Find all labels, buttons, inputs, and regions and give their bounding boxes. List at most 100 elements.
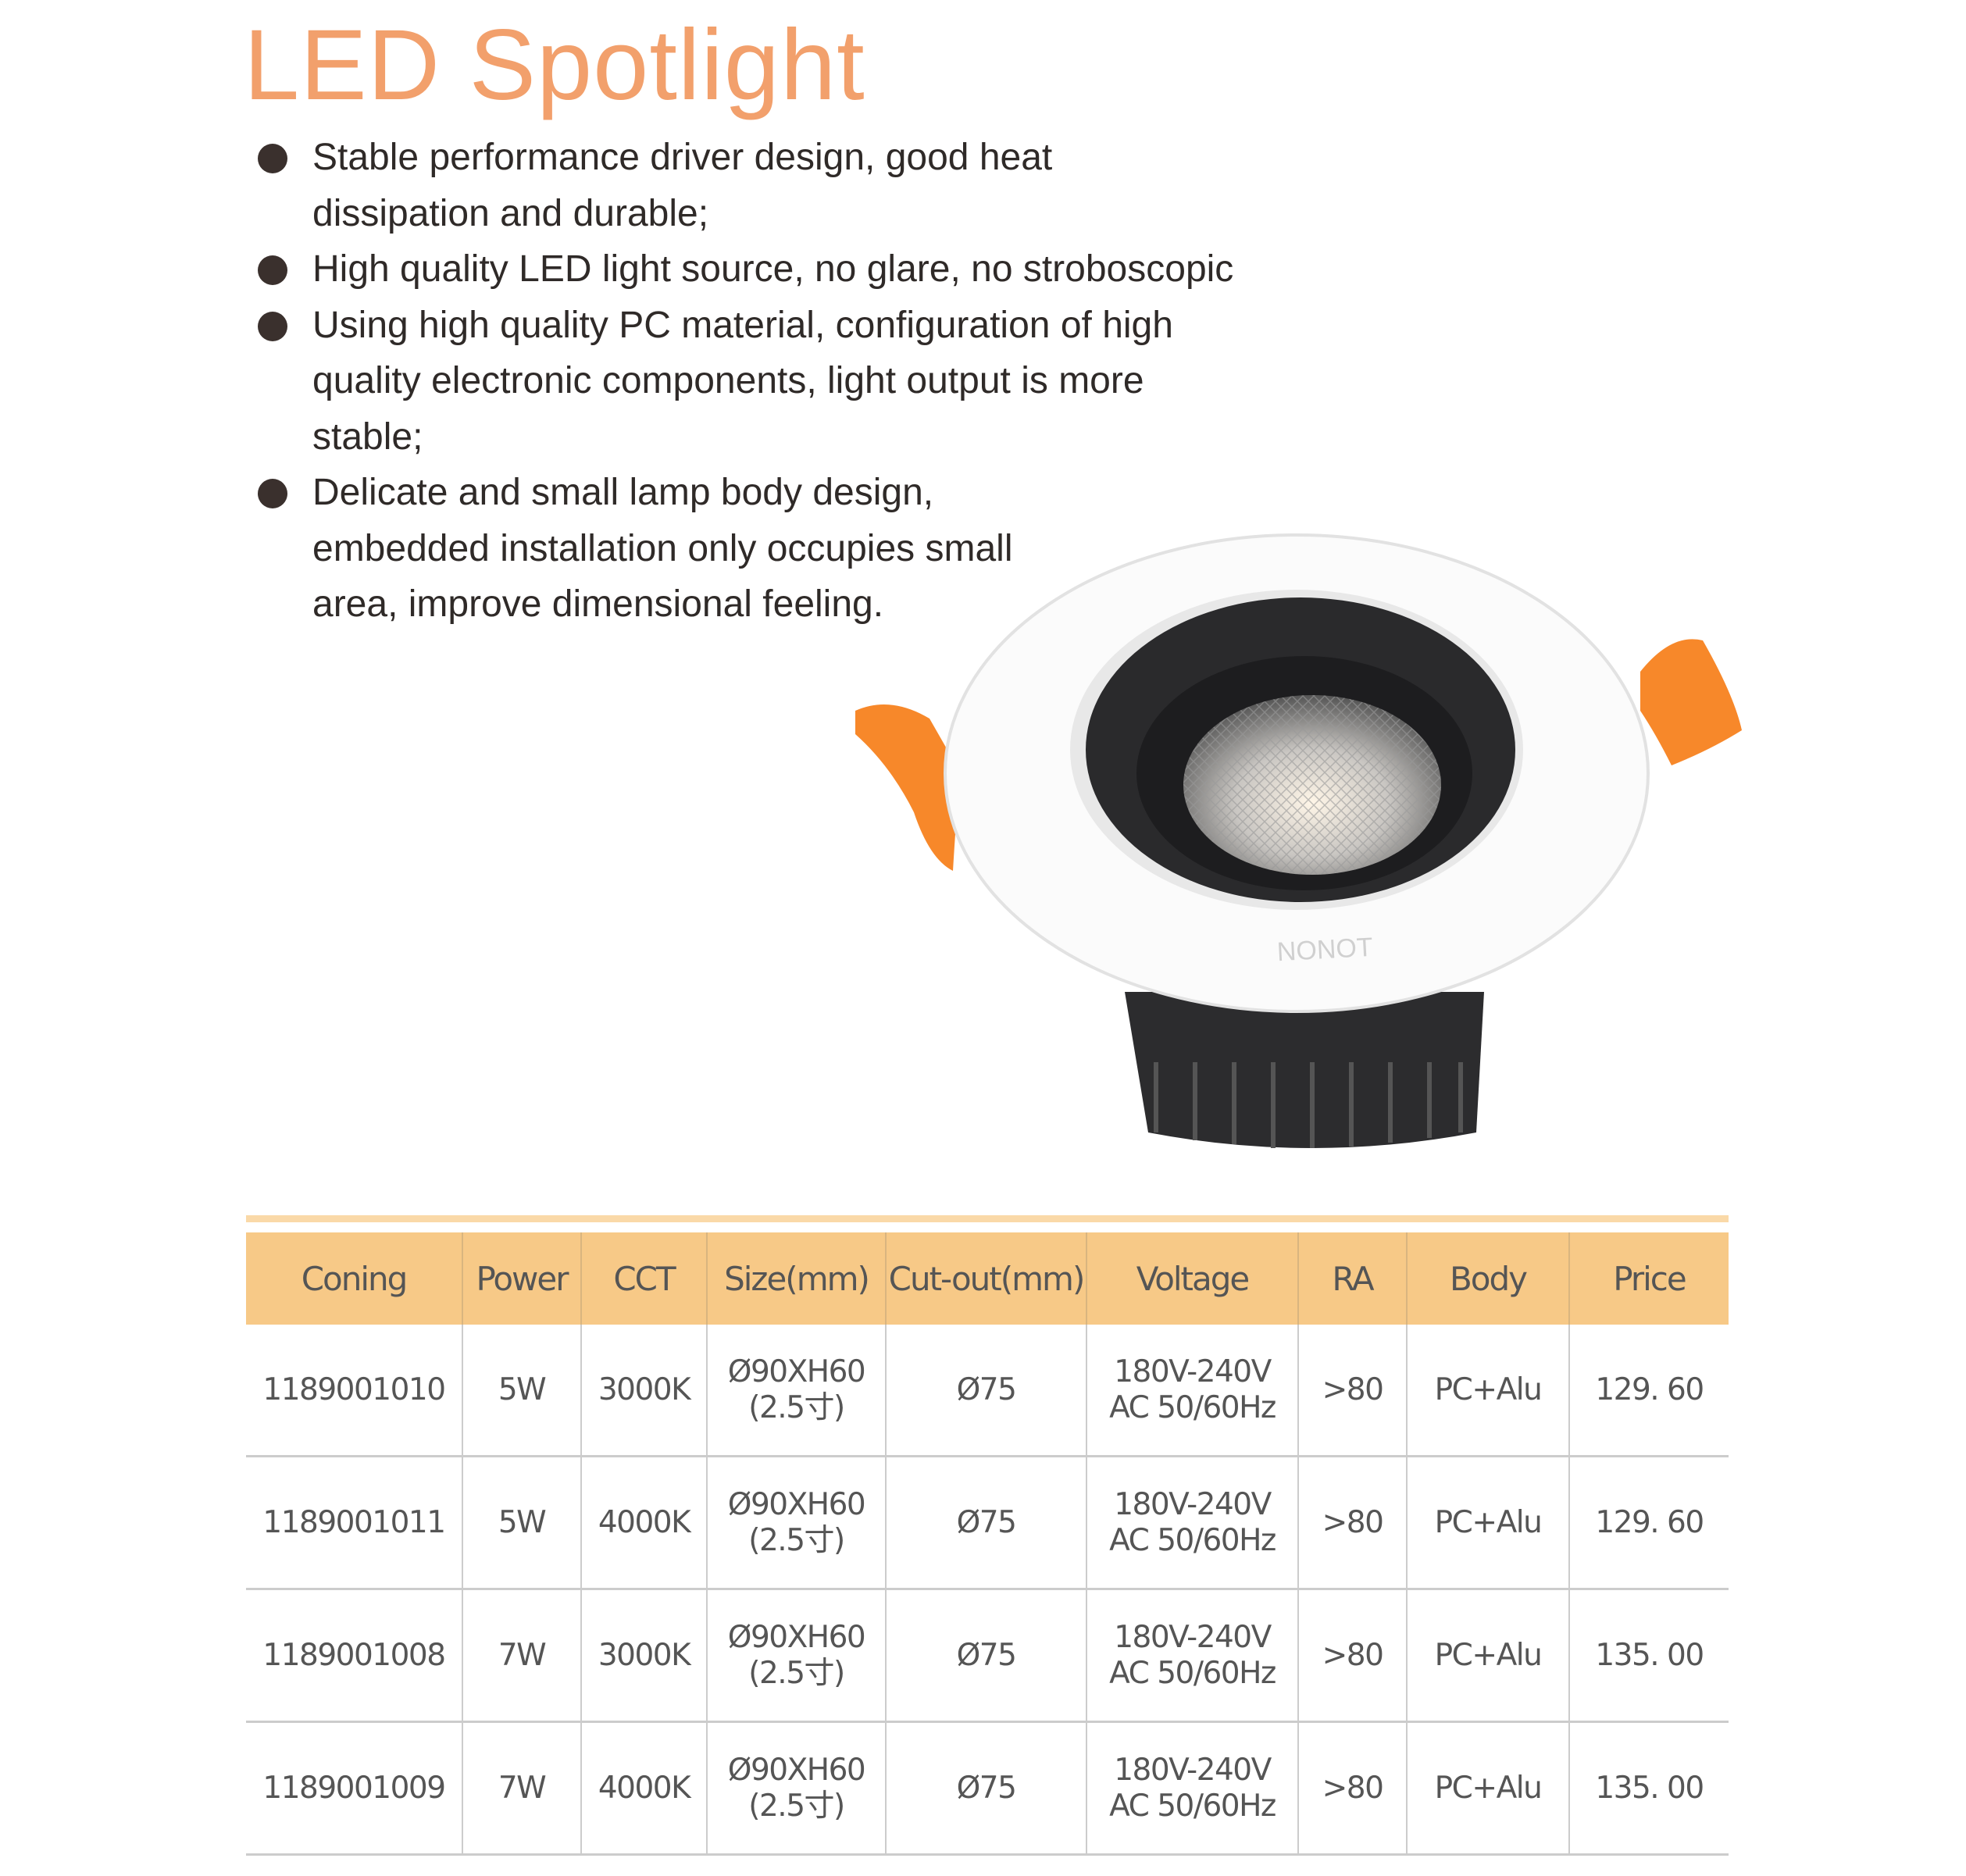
cell-body: PC+Alu (1406, 1589, 1569, 1723)
cell-power: 7W (462, 1589, 581, 1723)
cell-size: Ø90XH60 (2.5寸) (706, 1721, 886, 1856)
table-header-row: Coning Power CCT Size(mm) Cut-out(mm) Vo… (246, 1232, 1729, 1325)
cell-price: 135. 00 (1568, 1721, 1729, 1856)
price-text: 135. 00 (1595, 1637, 1704, 1673)
voltage-text: 180V-240V (1114, 1486, 1272, 1522)
cell-power: 7W (462, 1721, 581, 1856)
cell-ra: >80 (1297, 1456, 1407, 1590)
bullet-icon (258, 144, 287, 173)
spotlight-product-image: NONOT (855, 533, 1742, 1148)
bullet-icon (258, 479, 287, 508)
coning-text: 1189001009 (262, 1770, 446, 1806)
feature-text: Using high quality PC material, configur… (312, 304, 1173, 458)
heatsink (1125, 992, 1484, 1148)
cell-price: 129. 60 (1568, 1456, 1729, 1590)
cell-coning: 1189001008 (246, 1589, 462, 1723)
header-cutout: Cut-out(mm) (885, 1232, 1086, 1325)
feature-text: Stable performance driver design, good h… (312, 137, 1053, 234)
cell-price: 135. 00 (1568, 1589, 1729, 1723)
coning-text: 1189001008 (262, 1637, 446, 1673)
size-text: (2.5寸) (748, 1389, 845, 1425)
table-top-stripe (246, 1215, 1729, 1222)
table-row: 1189001011 5W 4000K Ø90XH60 (2.5寸) Ø75 180V-24… (246, 1456, 1729, 1590)
coning-text: 1189001010 (262, 1371, 446, 1407)
size-text: (2.5寸) (748, 1522, 845, 1558)
cct-text: 4000K (598, 1770, 691, 1806)
cell-cct: 4000K (580, 1721, 707, 1856)
power-text: 5W (498, 1504, 547, 1540)
cutout-text: Ø75 (956, 1637, 1017, 1673)
price-text: 129. 60 (1595, 1371, 1704, 1407)
size-text: Ø90XH60 (727, 1619, 866, 1655)
cell-cutout: Ø75 (885, 1721, 1086, 1856)
cell-coning: 1189001011 (246, 1456, 462, 1590)
cell-voltage: 180V-240V AC 50/60Hz (1086, 1589, 1298, 1723)
voltage-text: 180V-240V (1114, 1354, 1272, 1389)
power-text: 5W (498, 1371, 547, 1407)
cell-price: 129. 60 (1568, 1325, 1729, 1457)
power-text: 7W (498, 1770, 547, 1806)
cell-voltage: 180V-240V AC 50/60Hz (1086, 1456, 1298, 1590)
size-text: (2.5寸) (748, 1655, 845, 1691)
spec-table: Coning Power CCT Size(mm) Cut-out(mm) Vo… (246, 1232, 1729, 1856)
bullet-icon (258, 255, 287, 285)
price-text: 135. 00 (1595, 1770, 1704, 1806)
cell-ra: >80 (1297, 1589, 1407, 1723)
cct-text: 4000K (598, 1504, 691, 1540)
voltage-text: AC 50/60Hz (1109, 1788, 1276, 1824)
feature-item: Delicate and small lamp body design, emb… (258, 465, 1015, 633)
body-text: PC+Alu (1434, 1371, 1543, 1407)
cell-body: PC+Alu (1406, 1325, 1569, 1457)
cell-ra: >80 (1297, 1325, 1407, 1457)
header-ra: RA (1297, 1232, 1407, 1325)
ra-text: >80 (1322, 1504, 1384, 1540)
coning-text: 1189001011 (262, 1504, 446, 1540)
cell-cct: 3000K (580, 1589, 707, 1723)
cutout-text: Ø75 (956, 1770, 1017, 1806)
cell-power: 5W (462, 1456, 581, 1590)
cell-body: PC+Alu (1406, 1456, 1569, 1590)
ra-text: >80 (1322, 1770, 1384, 1806)
price-text: 129. 60 (1595, 1504, 1704, 1540)
size-text: Ø90XH60 (727, 1354, 866, 1389)
cell-cct: 3000K (580, 1325, 707, 1457)
feature-item: Using high quality PC material, configur… (258, 298, 1234, 465)
table-row: 1189001009 7W 4000K Ø90XH60 (2.5寸) Ø75 180V-24… (246, 1721, 1729, 1856)
size-text: (2.5寸) (748, 1788, 845, 1824)
feature-list: Stable performance driver design, good h… (258, 130, 1234, 633)
feature-item: High quality LED light source, no glare,… (258, 241, 1234, 298)
cell-power: 5W (462, 1325, 581, 1457)
ra-text: >80 (1322, 1637, 1384, 1673)
header-body: Body (1406, 1232, 1569, 1325)
header-voltage: Voltage (1086, 1232, 1298, 1325)
cell-body: PC+Alu (1406, 1721, 1569, 1856)
cell-coning: 1189001009 (246, 1721, 462, 1856)
body-text: PC+Alu (1434, 1504, 1543, 1540)
table-row: 1189001008 7W 3000K Ø90XH60 (2.5寸) Ø75 180V-24… (246, 1589, 1729, 1723)
header-coning: Coning (246, 1232, 462, 1325)
cell-size: Ø90XH60 (2.5寸) (706, 1456, 886, 1590)
header-size: Size(mm) (706, 1232, 886, 1325)
cct-text: 3000K (598, 1371, 691, 1407)
size-text: Ø90XH60 (727, 1486, 866, 1522)
clip-left (855, 704, 961, 871)
header-cct: CCT (580, 1232, 707, 1325)
table-row: 1189001010 5W 3000K Ø90XH60 (2.5寸) Ø75 180V-24… (246, 1325, 1729, 1457)
voltage-text: AC 50/60Hz (1109, 1522, 1276, 1558)
cell-size: Ø90XH60 (2.5寸) (706, 1589, 886, 1723)
cell-cutout: Ø75 (885, 1589, 1086, 1723)
feature-text: Delicate and small lamp body design, emb… (312, 472, 1013, 625)
cell-cutout: Ø75 (885, 1456, 1086, 1590)
brand-mark: NONOT (1276, 933, 1374, 967)
clip-right (1640, 639, 1742, 765)
cell-cutout: Ø75 (885, 1325, 1086, 1457)
cutout-text: Ø75 (956, 1504, 1017, 1540)
cell-voltage: 180V-240V AC 50/60Hz (1086, 1721, 1298, 1856)
bullet-icon (258, 311, 287, 341)
ra-text: >80 (1322, 1371, 1384, 1407)
cell-ra: >80 (1297, 1721, 1407, 1856)
cell-coning: 1189001010 (246, 1325, 462, 1457)
cell-size: Ø90XH60 (2.5寸) (706, 1325, 886, 1457)
voltage-text: 180V-240V (1114, 1752, 1272, 1788)
